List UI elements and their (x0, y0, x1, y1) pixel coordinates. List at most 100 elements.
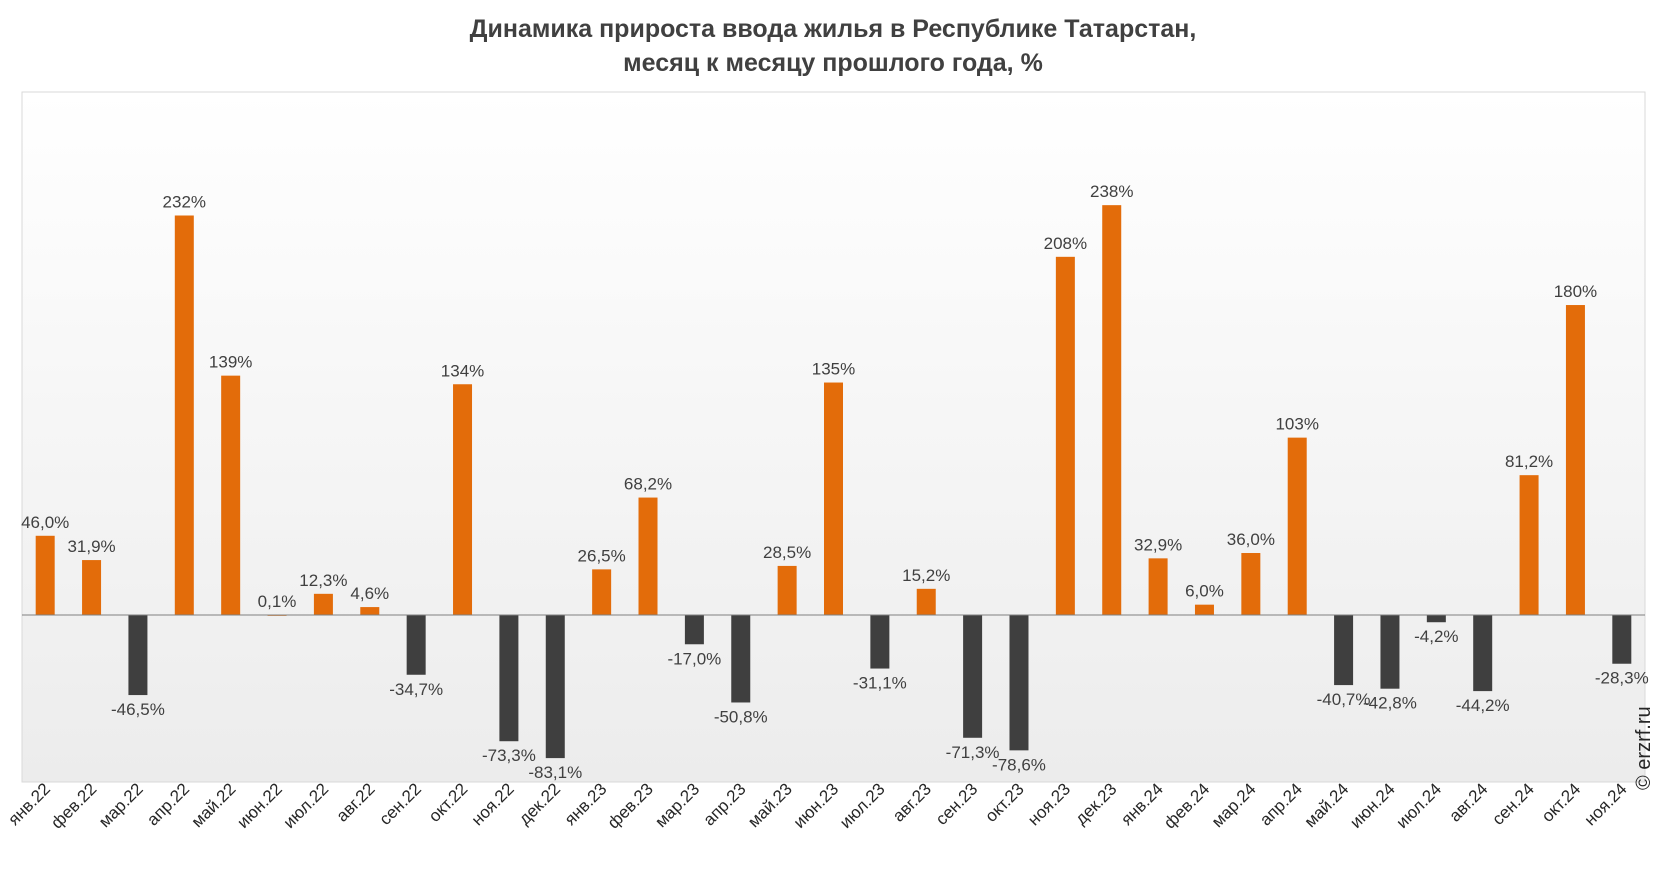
bar-ноя.23 (1055, 256, 1075, 615)
chart-subtitle: месяц к месяцу прошлого года, % (623, 49, 1043, 77)
data-label: -73,3% (482, 746, 536, 765)
bar-окт.24 (1565, 305, 1585, 615)
data-label: -71,3% (946, 743, 1000, 762)
x-tick-label: окт.23 (981, 779, 1027, 825)
x-tick-label: фев.24 (1160, 779, 1213, 832)
bar-мар.23 (684, 615, 704, 645)
data-label: 36,0% (1227, 530, 1275, 549)
x-tick-label: дек.22 (515, 779, 564, 828)
bar-дек.22 (545, 615, 565, 759)
bar-авг.23 (916, 588, 936, 615)
x-tick-label: фев.22 (47, 779, 100, 832)
bar-сен.23 (963, 615, 983, 738)
data-label: -4,2% (1414, 627, 1458, 646)
chart-title-line-1: Динамика прироста ввода жилья в Республи… (469, 15, 1197, 43)
bar-окт.23 (1009, 615, 1029, 751)
data-label: -50,8% (714, 707, 768, 726)
data-label: 12,3% (299, 571, 347, 590)
x-tick-label: апр.22 (143, 779, 193, 829)
bar-авг.22 (360, 607, 380, 615)
data-label: 232% (163, 193, 206, 212)
bar-май.22 (221, 375, 241, 615)
data-label: -40,7% (1317, 690, 1371, 709)
chart-title: Динамика прироста ввода жилья в Республи… (0, 12, 1666, 80)
x-tick-label: мар.23 (651, 779, 703, 831)
x-tick-label: авг.24 (1445, 779, 1491, 825)
data-label: 31,9% (67, 537, 115, 556)
data-labels-group: 46,0% 31,9% -46,5% 232% 139% 0,1%12,3%4,6% -34… (21, 182, 1649, 782)
x-tick-label: июл.23 (836, 779, 889, 832)
x-tick-label: май.24 (1301, 779, 1353, 831)
x-tick-label: ноя.23 (1024, 779, 1074, 829)
x-tick-label: июн.22 (233, 779, 286, 832)
x-tick-label: ноя.22 (468, 779, 518, 829)
x-tick-label: окт.22 (425, 779, 471, 825)
x-tick-label: янв.23 (561, 779, 611, 829)
x-tick-label: апр.24 (1256, 779, 1306, 829)
x-tick-label: сен.24 (1488, 779, 1537, 828)
data-label: 208% (1044, 234, 1087, 253)
bar-дек.23 (1102, 205, 1122, 615)
x-tick-label: янв.22 (4, 779, 54, 829)
bars-group (35, 205, 1632, 759)
bar-фев.23 (638, 497, 658, 615)
x-tick-label: авг.22 (332, 779, 378, 825)
data-label: -42,8% (1363, 694, 1417, 713)
bar-фев.22 (82, 560, 102, 615)
data-label: -78,6% (992, 755, 1046, 774)
bar-мар.24 (1241, 553, 1261, 615)
data-label: 180% (1554, 282, 1597, 301)
bar-янв.22 (35, 535, 55, 615)
x-tick-label: май.22 (188, 779, 240, 831)
data-label: -44,2% (1456, 696, 1510, 715)
bar-фев.24 (1194, 604, 1214, 615)
data-label: 6,0% (1185, 582, 1224, 601)
x-tick-label: авг.23 (889, 779, 935, 825)
watermark: © erzrf.ru (1633, 706, 1655, 790)
x-tick-label: май.23 (744, 779, 796, 831)
data-label: -17,0% (667, 649, 721, 668)
data-label: 32,9% (1134, 535, 1182, 554)
data-label: 4,6% (350, 584, 389, 603)
x-tick-label: фев.23 (604, 779, 657, 832)
x-tick-label: дек.23 (1071, 779, 1120, 828)
data-label: 46,0% (21, 513, 69, 532)
x-tick-label: окт.24 (1538, 779, 1584, 825)
bar-июл.24 (1426, 615, 1446, 623)
data-label: -28,3% (1595, 669, 1649, 688)
x-tick-label: янв.24 (1117, 779, 1167, 829)
data-label: 103% (1275, 415, 1318, 434)
x-tick-label: июн.24 (1346, 779, 1399, 832)
data-label: 15,2% (902, 566, 950, 585)
x-tick-label: сен.23 (932, 779, 981, 828)
data-label: -31,1% (853, 674, 907, 693)
data-label: 135% (812, 360, 855, 379)
bar-май.24 (1334, 615, 1354, 686)
data-label: 28,5% (763, 543, 811, 562)
bar-апр.22 (174, 215, 194, 615)
bar-июл.22 (313, 593, 333, 615)
data-label: 68,2% (624, 475, 672, 494)
data-label: 134% (441, 361, 484, 380)
bar-апр.23 (731, 615, 751, 703)
data-label: -46,5% (111, 700, 165, 719)
x-tick-label: июн.23 (790, 779, 843, 832)
x-tick-label: ноя.24 (1581, 779, 1631, 829)
data-label: 238% (1090, 182, 1133, 201)
bar-апр.24 (1287, 437, 1307, 615)
data-label: -83,1% (528, 763, 582, 782)
x-tick-label: мар.24 (1208, 779, 1260, 831)
bar-июн.23 (824, 382, 843, 615)
x-tick-label: сен.22 (376, 779, 425, 828)
x-tick-label: мар.22 (95, 779, 147, 831)
bar-мар.22 (128, 615, 148, 696)
x-tick-label: июл.22 (280, 779, 333, 832)
data-label: -34,7% (389, 680, 443, 699)
x-tick-label: апр.23 (700, 779, 750, 829)
bar-янв.23 (592, 569, 612, 615)
bar-авг.24 (1473, 615, 1493, 692)
bar-май.23 (777, 565, 797, 615)
bar-ноя.24 (1612, 615, 1632, 664)
data-label: 0,1% (258, 592, 297, 611)
